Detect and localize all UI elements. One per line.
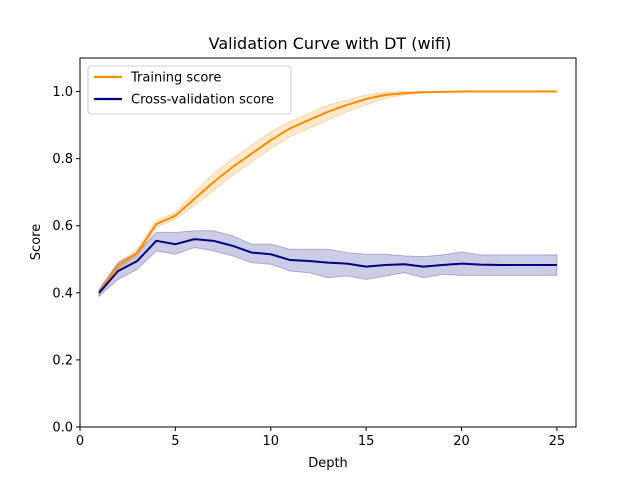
series-lines: [98, 90, 557, 294]
x-axis-ticks: 0 5 10 15 20 25: [76, 427, 565, 449]
chart-title: Validation Curve with DT (wifi): [209, 34, 452, 53]
y-tick-label: 1.0: [52, 85, 73, 100]
y-tick-label: 0.0: [52, 421, 73, 436]
legend-label: Training score: [130, 71, 221, 86]
x-tick-label: 25: [549, 434, 566, 449]
legend-box: [87, 65, 292, 115]
plot-frame: [79, 57, 577, 428]
legend: Training score Cross-validation score: [87, 65, 292, 115]
x-tick-label: 20: [453, 434, 470, 449]
legend-label: Cross-validation score: [131, 93, 274, 108]
series-1-line: [98, 238, 557, 294]
x-tick-label: 15: [358, 434, 375, 449]
y-tick-label: 0.4: [52, 286, 73, 301]
x-tick-label: 5: [171, 434, 179, 449]
y-tick-label: 0.8: [52, 152, 73, 167]
series-0-line: [98, 90, 557, 294]
y-tick-label: 0.2: [52, 353, 73, 368]
y-axis-label: Score: [29, 224, 44, 260]
x-axis-label: Depth: [308, 456, 348, 471]
x-tick-label: 10: [262, 434, 279, 449]
y-tick-label: 0.6: [52, 219, 73, 234]
x-tick-label: 0: [76, 434, 84, 449]
y-axis-ticks: 0.0 0.2 0.4 0.6 0.8 1.0: [52, 85, 80, 436]
